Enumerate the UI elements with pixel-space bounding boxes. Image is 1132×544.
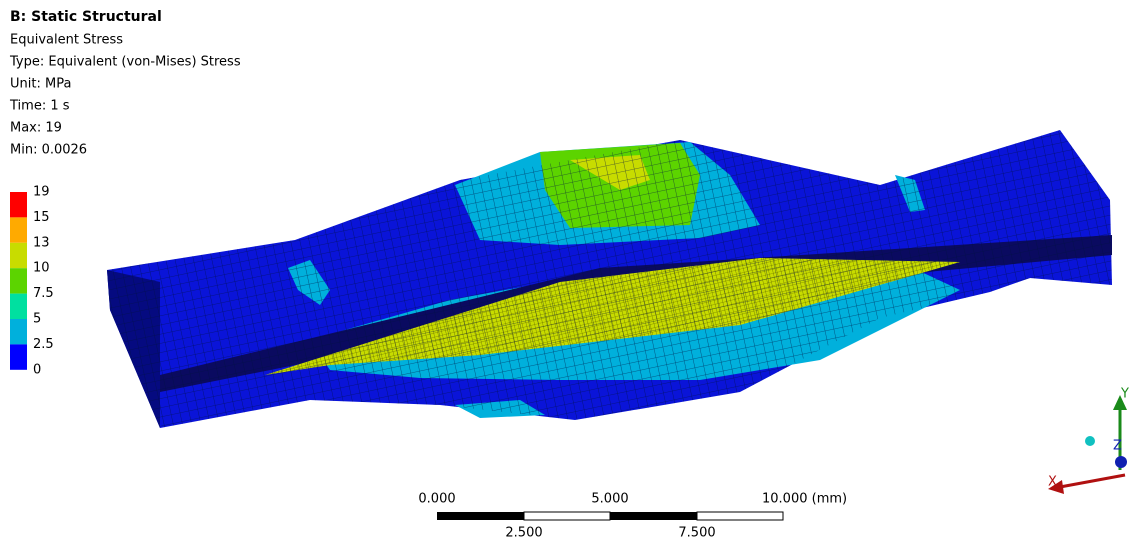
scale-label: 2.500	[505, 526, 542, 541]
scale-segment	[610, 512, 697, 520]
scale-label: 5.000	[591, 492, 628, 507]
legend-swatch	[10, 192, 27, 217]
page: 19 15 13 10 7.5 5 2.5 0 0.000 5.000 10.000 (mm)…	[0, 0, 1132, 544]
triad-label: X	[1048, 475, 1057, 490]
scale-segment	[524, 512, 610, 520]
legend-swatch	[10, 344, 27, 369]
header: B: Static Structural Equivalent Stress T…	[9, 9, 241, 158]
legend-label: 13	[33, 235, 50, 250]
legend-label: 5	[33, 312, 41, 327]
triad-label: Z	[1113, 439, 1122, 454]
scale-label: 0.000	[418, 492, 455, 507]
x-axis-arrow	[1060, 475, 1125, 487]
legend-label: 7.5	[33, 286, 54, 301]
legend-label: 19	[33, 185, 50, 200]
scale-label: 10.000 (mm)	[762, 492, 847, 507]
legend-swatch	[10, 268, 27, 293]
legend-label: 2.5	[33, 337, 54, 352]
legend-label: 15	[33, 210, 50, 225]
legend: 19 15 13 10 7.5 5 2.5 0	[10, 185, 54, 378]
scale-label: 7.500	[678, 526, 715, 541]
scale-bar: 0.000 5.000 10.000 (mm) 2.500 7.500	[418, 492, 847, 541]
legend-swatch	[10, 294, 27, 319]
z-axis-dot	[1115, 456, 1127, 468]
header-line: Time: 1 s	[9, 99, 70, 114]
legend-label: 10	[33, 261, 50, 276]
legend-swatch	[10, 243, 27, 268]
triad-label: Y	[1120, 387, 1129, 402]
triad: Y Z X	[1048, 387, 1129, 495]
legend-label: 0	[33, 362, 41, 377]
header-line: Equivalent Stress	[10, 33, 123, 48]
header-line: Max: 19	[10, 121, 62, 136]
legend-swatch	[10, 319, 27, 344]
header-title: B: Static Structural	[10, 9, 162, 25]
header-line: Unit: MPa	[10, 77, 71, 92]
scale-segment	[437, 512, 524, 520]
header-line: Type: Equivalent (von-Mises) Stress	[9, 55, 241, 70]
header-line: Min: 0.0026	[10, 143, 87, 158]
legend-swatch	[10, 217, 27, 242]
viewport: 19 15 13 10 7.5 5 2.5 0 0.000 5.000 10.000 (mm)…	[0, 0, 1132, 544]
scale-segment	[697, 512, 783, 520]
mesh	[107, 130, 1112, 428]
view-dot	[1085, 436, 1095, 446]
model	[107, 130, 1112, 428]
